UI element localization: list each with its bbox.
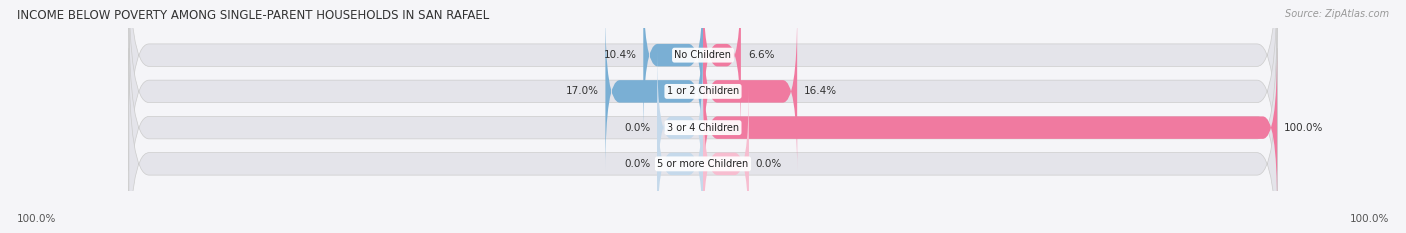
Text: 100.0%: 100.0% bbox=[1350, 214, 1389, 224]
Text: No Children: No Children bbox=[675, 50, 731, 60]
FancyBboxPatch shape bbox=[657, 48, 703, 207]
FancyBboxPatch shape bbox=[129, 0, 1277, 171]
FancyBboxPatch shape bbox=[703, 0, 741, 134]
Text: INCOME BELOW POVERTY AMONG SINGLE-PARENT HOUSEHOLDS IN SAN RAFAEL: INCOME BELOW POVERTY AMONG SINGLE-PARENT… bbox=[17, 9, 489, 22]
Text: 0.0%: 0.0% bbox=[756, 159, 782, 169]
FancyBboxPatch shape bbox=[606, 12, 703, 171]
Text: 16.4%: 16.4% bbox=[804, 86, 837, 96]
Text: 17.0%: 17.0% bbox=[565, 86, 599, 96]
Text: 100.0%: 100.0% bbox=[17, 214, 56, 224]
FancyBboxPatch shape bbox=[703, 12, 797, 171]
Text: 6.6%: 6.6% bbox=[748, 50, 775, 60]
Text: Source: ZipAtlas.com: Source: ZipAtlas.com bbox=[1285, 9, 1389, 19]
Text: 0.0%: 0.0% bbox=[624, 159, 650, 169]
Text: 5 or more Children: 5 or more Children bbox=[658, 159, 748, 169]
FancyBboxPatch shape bbox=[129, 48, 1277, 233]
FancyBboxPatch shape bbox=[129, 0, 1277, 207]
Text: 0.0%: 0.0% bbox=[624, 123, 650, 133]
FancyBboxPatch shape bbox=[657, 85, 703, 233]
Text: 10.4%: 10.4% bbox=[603, 50, 637, 60]
Text: 1 or 2 Children: 1 or 2 Children bbox=[666, 86, 740, 96]
FancyBboxPatch shape bbox=[703, 48, 1277, 207]
FancyBboxPatch shape bbox=[129, 12, 1277, 233]
Text: 3 or 4 Children: 3 or 4 Children bbox=[666, 123, 740, 133]
FancyBboxPatch shape bbox=[644, 0, 703, 134]
FancyBboxPatch shape bbox=[703, 85, 749, 233]
Text: 100.0%: 100.0% bbox=[1284, 123, 1323, 133]
